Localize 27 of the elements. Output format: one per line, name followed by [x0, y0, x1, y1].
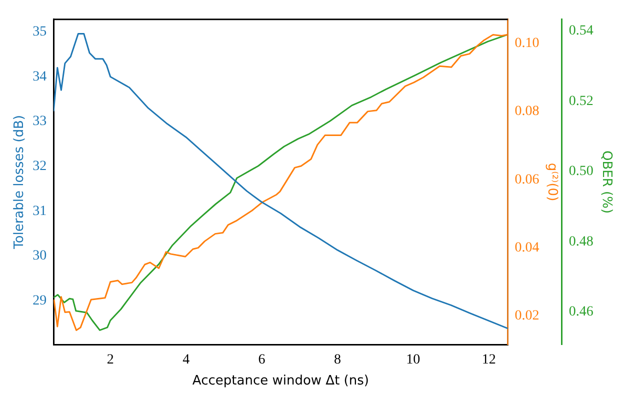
y3-tick-label: 0.50 — [568, 164, 594, 180]
x-tick-label: 10 — [406, 352, 420, 368]
x-tick-label: 12 — [482, 352, 496, 368]
y2-tick-label: 0.06 — [514, 172, 540, 188]
y-tick-label: 32 — [32, 158, 47, 174]
y2-tick-label: 0.02 — [514, 308, 540, 324]
y3-tick-label: 0.54 — [568, 24, 594, 39]
y2-tick-label: 0.10 — [514, 36, 540, 51]
x-tick-label: 2 — [106, 352, 114, 368]
y3-tick-label: 0.48 — [568, 234, 594, 250]
y-tick-label: 33 — [32, 114, 47, 130]
y-tick-label: 29 — [32, 293, 47, 308]
y3-tick-label: 0.46 — [568, 304, 594, 320]
y-tick-label: 35 — [32, 24, 47, 40]
x-axis-title: Acceptance window Δt (ns) — [192, 374, 369, 389]
y2-tick-label: 0.04 — [514, 240, 540, 256]
x-tick-label: 6 — [258, 352, 266, 368]
y-tick-label: 30 — [32, 248, 47, 264]
y2-axis-title: g⁽²⁾(0) — [544, 162, 560, 202]
y-axis-title: Tolerable losses (dB) — [12, 115, 28, 250]
y3-axis-title: QBER (%) — [598, 150, 614, 214]
x-tick-label: 8 — [334, 352, 341, 368]
y-tick-label: 31 — [32, 204, 47, 219]
y2-tick-label: 0.08 — [514, 104, 540, 120]
y3-tick-label: 0.52 — [568, 94, 594, 109]
x-tick-label: 4 — [182, 352, 190, 368]
y-tick-label: 34 — [32, 69, 47, 84]
